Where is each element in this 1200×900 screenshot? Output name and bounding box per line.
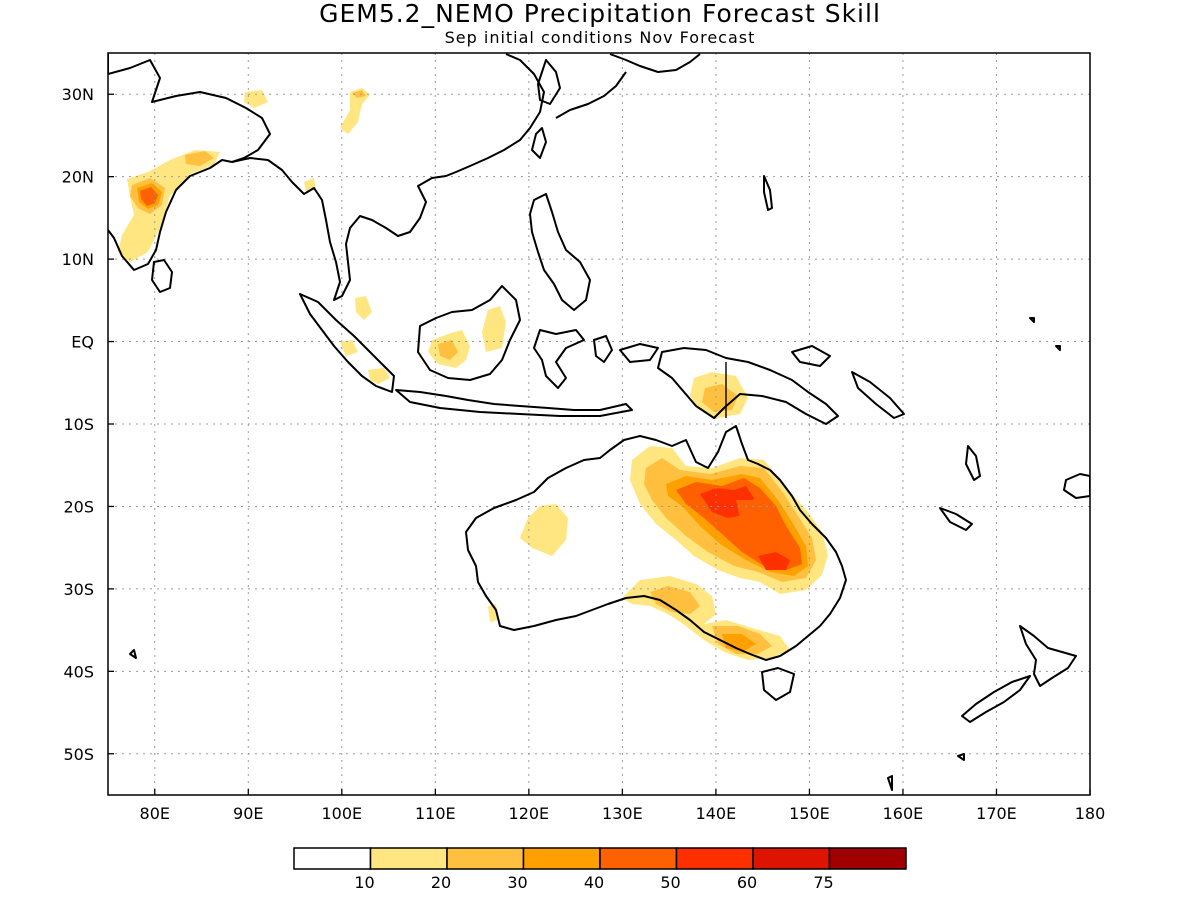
x-tick-label: 150E (789, 804, 830, 823)
colorbar-label: 20 (431, 873, 451, 892)
y-tick-label: 10N (62, 250, 94, 269)
colorbar-label: 75 (813, 873, 833, 892)
y-axis: 30N 20N 10N EQ 10S 20S 30S 40S 50S (62, 85, 114, 764)
x-tick-label: 80E (140, 804, 170, 823)
x-tick-label: 130E (602, 804, 643, 823)
colorbar-swatch (446, 847, 525, 870)
y-tick-label: 50S (63, 745, 94, 764)
colorbar-swatch (599, 847, 678, 870)
colorbar-swatch (369, 847, 448, 870)
x-tick-label: 170E (976, 804, 1017, 823)
y-tick-label: 30N (62, 85, 94, 104)
colorbar-swatch (828, 847, 907, 870)
y-tick-label: 30S (63, 580, 94, 599)
colorbar-swatch (752, 847, 831, 870)
colorbar-label: 10 (354, 873, 374, 892)
x-tick-label: 100E (321, 804, 362, 823)
x-tick-label: 160E (883, 804, 924, 823)
y-tick-label: 20S (63, 497, 94, 516)
y-tick-label: 40S (63, 662, 94, 681)
colorbar-label: 30 (507, 873, 527, 892)
y-tick-label: 20N (62, 168, 94, 187)
y-tick-label: 10S (63, 415, 94, 434)
colorbar-swatch (522, 847, 601, 870)
skill-contours (118, 88, 828, 660)
x-tick-label: 110E (415, 804, 456, 823)
coastlines (108, 53, 1090, 791)
y-tick-label: EQ (71, 333, 94, 352)
map-title: GEM5.2_NEMO Precipitation Forecast Skill (319, 0, 881, 28)
x-axis: 80E 90E 100E 110E 120E 130E 140E 150E 160E 170E 18… (140, 789, 1106, 823)
contour-india (118, 150, 316, 262)
colorbar-label: 60 (737, 873, 757, 892)
colorbar-swatch (675, 847, 754, 870)
x-tick-label: 180 (1075, 804, 1106, 823)
colorbar-label: 50 (660, 873, 680, 892)
colorbar-swatch (293, 847, 372, 870)
contour-maritime (340, 296, 748, 418)
x-tick-label: 120E (509, 804, 550, 823)
colorbar: 10 20 30 40 50 60 75 (293, 847, 907, 892)
contour-asia (244, 88, 370, 134)
graticule (108, 53, 1090, 795)
contour-australia (488, 446, 828, 660)
colorbar-label: 40 (584, 873, 604, 892)
map-subtitle: Sep initial conditions Nov Forecast (444, 28, 756, 47)
x-tick-label: 140E (696, 804, 737, 823)
x-tick-label: 90E (233, 804, 263, 823)
